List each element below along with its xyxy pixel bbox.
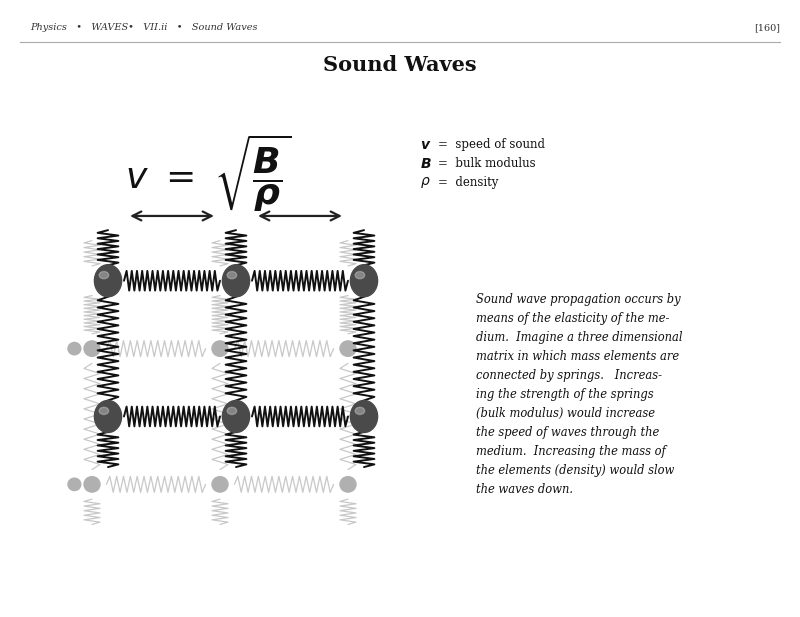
Text: $\rho$: $\rho$ <box>420 175 430 189</box>
Text: Sound Waves: Sound Waves <box>323 55 477 75</box>
Text: $v\ =\ \sqrt{\dfrac{\boldsymbol{B}}{\boldsymbol{\rho}}}$: $v\ =\ \sqrt{\dfrac{\boldsymbol{B}}{\bol… <box>125 132 291 213</box>
Ellipse shape <box>222 400 250 433</box>
Ellipse shape <box>84 476 100 492</box>
Ellipse shape <box>212 476 228 492</box>
Ellipse shape <box>355 271 365 279</box>
Text: =  density: = density <box>438 175 498 189</box>
Ellipse shape <box>355 407 365 415</box>
Text: =  bulk modulus: = bulk modulus <box>438 157 536 170</box>
Ellipse shape <box>94 400 122 433</box>
Ellipse shape <box>340 476 356 492</box>
Text: $\boldsymbol{B}$: $\boldsymbol{B}$ <box>420 157 432 170</box>
Ellipse shape <box>68 478 81 491</box>
Ellipse shape <box>227 407 237 415</box>
Ellipse shape <box>350 265 378 297</box>
Text: [160]: [160] <box>754 23 780 32</box>
Ellipse shape <box>68 342 81 355</box>
Text: $\boldsymbol{v}$: $\boldsymbol{v}$ <box>420 138 431 152</box>
Ellipse shape <box>99 271 109 279</box>
Ellipse shape <box>84 341 100 357</box>
Ellipse shape <box>212 341 228 357</box>
Ellipse shape <box>227 271 237 279</box>
Ellipse shape <box>99 407 109 415</box>
Ellipse shape <box>340 341 356 357</box>
Ellipse shape <box>94 265 122 297</box>
Text: Physics   •   WAVES•   VII.ii   •   Sound Waves: Physics • WAVES• VII.ii • Sound Waves <box>30 23 258 32</box>
Ellipse shape <box>350 400 378 433</box>
Ellipse shape <box>222 265 250 297</box>
Text: Sound wave propagation occurs by
means of the elasticity of the me-
dium.  Imagi: Sound wave propagation occurs by means o… <box>476 293 682 496</box>
Text: =  speed of sound: = speed of sound <box>438 138 546 152</box>
